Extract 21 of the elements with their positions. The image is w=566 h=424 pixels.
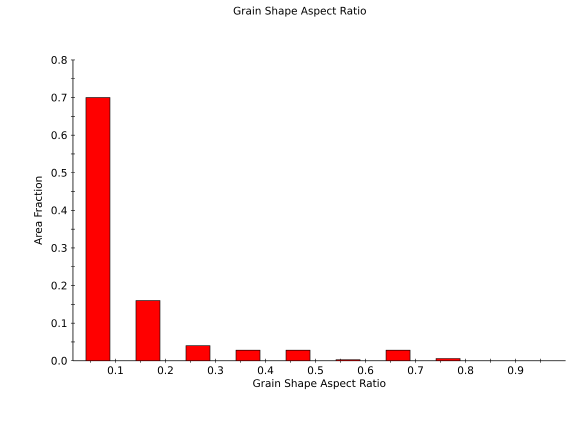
x-tick-label: 0.2 [158,366,173,374]
x-axis-title: Grain Shape Aspect Ratio [253,379,386,390]
x-tick-label: 0.1 [108,366,123,374]
x-tick-label: 0.6 [358,366,374,374]
y-tick-label: 0.2 [52,282,66,290]
x-tick-label: 0.9 [508,366,524,374]
x-tick-label: 0.3 [208,366,223,374]
x-tick-label: 0.8 [458,366,474,374]
y-tick-label: 0.8 [52,56,67,64]
y-tick-label: 0.5 [52,168,67,177]
y-tick-label: 0.6 [52,131,67,140]
y-tick-label: 0.7 [52,94,67,102]
y-tick-label: 0.3 [52,244,67,252]
y-axis-title: Area Fraction [34,176,42,245]
x-tick-label: 0.5 [308,366,323,374]
y-tick-label: 0.4 [52,206,67,214]
x-tick-label: 0.7 [408,366,423,374]
y-tick-label: 0.1 [52,319,66,328]
text: 0.0 [52,356,67,365]
x-tick-label: 0.4 [258,366,274,374]
chart-title: Grain Shape Aspect Ratio [234,6,366,17]
